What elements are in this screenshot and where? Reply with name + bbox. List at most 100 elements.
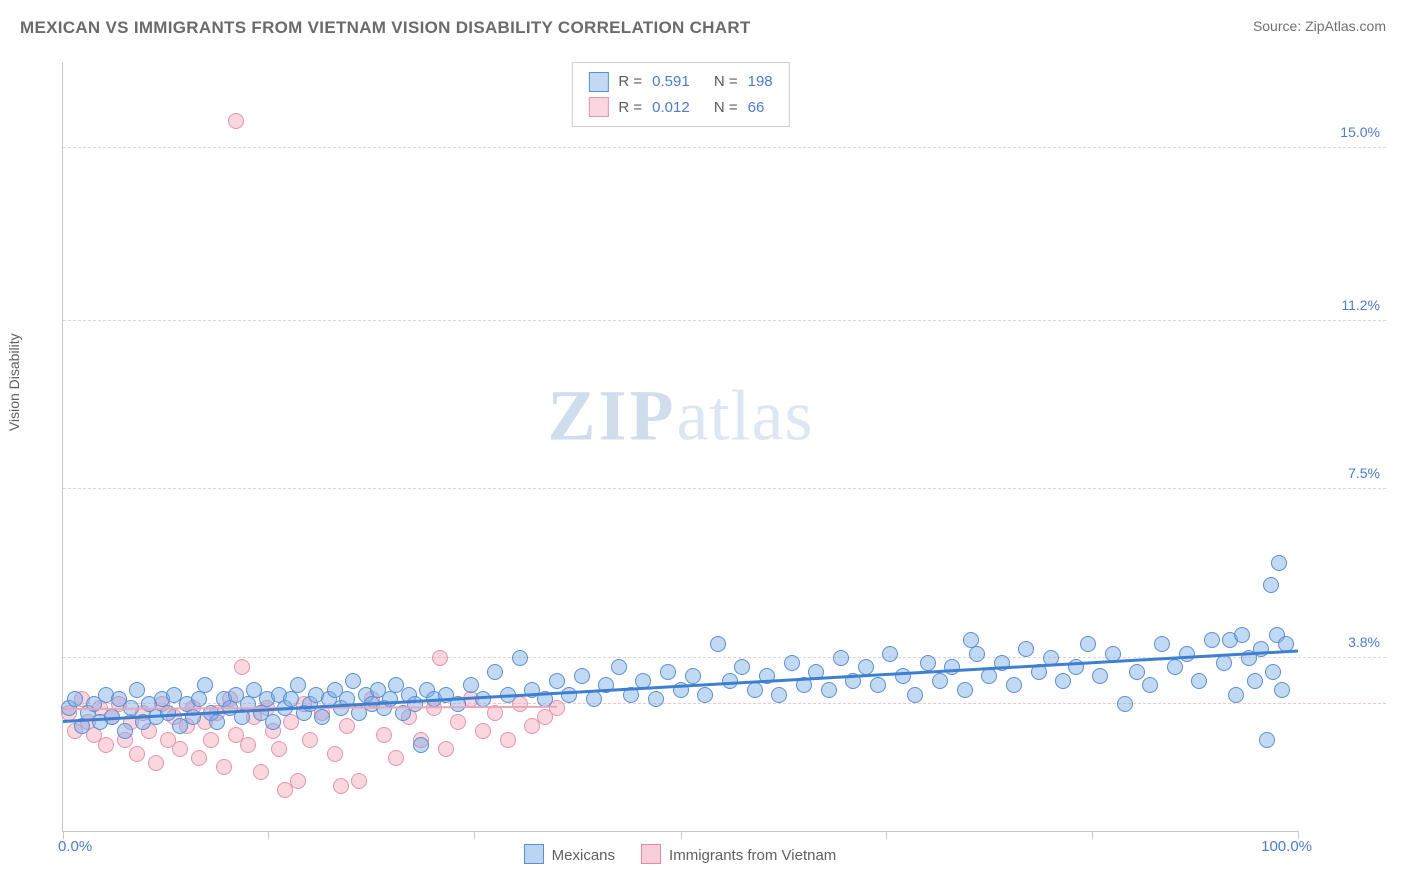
legend-swatch [588, 72, 608, 92]
blue-point [1265, 664, 1281, 680]
legend-swatch [641, 844, 661, 864]
blue-point [1263, 577, 1279, 593]
chart-header: MEXICAN VS IMMIGRANTS FROM VIETNAM VISIO… [0, 0, 1406, 38]
blue-point [475, 691, 491, 707]
blue-point [697, 687, 713, 703]
blue-point [611, 659, 627, 675]
y-tick-label: 15.0% [1310, 124, 1380, 140]
blue-point [648, 691, 664, 707]
blue-point [833, 650, 849, 666]
blue-point [685, 668, 701, 684]
blue-point [1167, 659, 1183, 675]
blue-point [549, 673, 565, 689]
legend-swatch [524, 844, 544, 864]
blue-point [413, 737, 429, 753]
blue-point [1092, 668, 1108, 684]
pink-point [216, 759, 232, 775]
blue-point [191, 691, 207, 707]
pink-point [191, 750, 207, 766]
blue-point [117, 723, 133, 739]
blue-point [290, 677, 306, 693]
blue-point [710, 636, 726, 652]
pink-point [432, 650, 448, 666]
blue-point [932, 673, 948, 689]
blue-point [944, 659, 960, 675]
blue-point [981, 668, 997, 684]
blue-point [197, 677, 213, 693]
blue-point [1055, 673, 1071, 689]
gridline-h [63, 147, 1386, 148]
blue-point [1080, 636, 1096, 652]
blue-point [512, 650, 528, 666]
legend-item: Mexicans [524, 844, 615, 864]
blue-point [1234, 627, 1250, 643]
blue-point [561, 687, 577, 703]
blue-point [771, 687, 787, 703]
pink-point [290, 773, 306, 789]
blue-point [1006, 677, 1022, 693]
blue-point [784, 655, 800, 671]
blue-point [1018, 641, 1034, 657]
blue-point [1117, 696, 1133, 712]
plot-region: ZIPatlas R = 0.591 N = 198 R = 0.012 N =… [62, 62, 1298, 832]
blue-point [920, 655, 936, 671]
stats-row: R = 0.012 N = 66 [588, 95, 772, 121]
blue-point [209, 714, 225, 730]
blue-point [1228, 687, 1244, 703]
pink-point [327, 746, 343, 762]
blue-point [1247, 673, 1263, 689]
chart-title: MEXICAN VS IMMIGRANTS FROM VIETNAM VISIO… [20, 18, 751, 38]
stats-legend-box: R = 0.591 N = 198 R = 0.012 N = 66 [571, 62, 789, 127]
chart-source: Source: ZipAtlas.com [1253, 18, 1386, 34]
blue-point [129, 682, 145, 698]
pink-point [376, 727, 392, 743]
blue-point [586, 691, 602, 707]
blue-point [870, 677, 886, 693]
blue-point [1129, 664, 1145, 680]
blue-point [907, 687, 923, 703]
blue-point [345, 673, 361, 689]
pink-point [253, 764, 269, 780]
blue-point [67, 691, 83, 707]
blue-point [1204, 632, 1220, 648]
bottom-legend: Mexicans Immigrants from Vietnam [62, 844, 1298, 864]
blue-point [574, 668, 590, 684]
gridline-h [63, 320, 1386, 321]
pink-point [203, 732, 219, 748]
pink-point [129, 746, 145, 762]
pink-point [475, 723, 491, 739]
blue-point [1142, 677, 1158, 693]
pink-point [450, 714, 466, 730]
chart-area: Vision Disability ZIPatlas R = 0.591 N =… [20, 52, 1386, 892]
blue-point [660, 664, 676, 680]
blue-point [1179, 646, 1195, 662]
blue-point [1216, 655, 1232, 671]
pink-point [438, 741, 454, 757]
gridline-h [63, 488, 1386, 489]
watermark: ZIPatlas [548, 374, 814, 457]
pink-point [228, 113, 244, 129]
pink-point [240, 737, 256, 753]
blue-point [283, 691, 299, 707]
blue-point [1274, 682, 1290, 698]
pink-point [500, 732, 516, 748]
pink-point [302, 732, 318, 748]
pink-point [351, 773, 367, 789]
blue-point [957, 682, 973, 698]
blue-point [1253, 641, 1269, 657]
blue-point [265, 714, 281, 730]
y-tick-label: 3.8% [1310, 634, 1380, 650]
blue-point [487, 664, 503, 680]
legend-item: Immigrants from Vietnam [641, 844, 836, 864]
blue-point [1191, 673, 1207, 689]
blue-point [1154, 636, 1170, 652]
pink-point [148, 755, 164, 771]
pink-point [388, 750, 404, 766]
blue-point [747, 682, 763, 698]
y-axis-label: Vision Disability [6, 333, 22, 431]
pink-point [333, 778, 349, 794]
blue-point [463, 677, 479, 693]
pink-point [98, 737, 114, 753]
pink-point [271, 741, 287, 757]
y-tick-label: 11.2% [1310, 297, 1380, 313]
